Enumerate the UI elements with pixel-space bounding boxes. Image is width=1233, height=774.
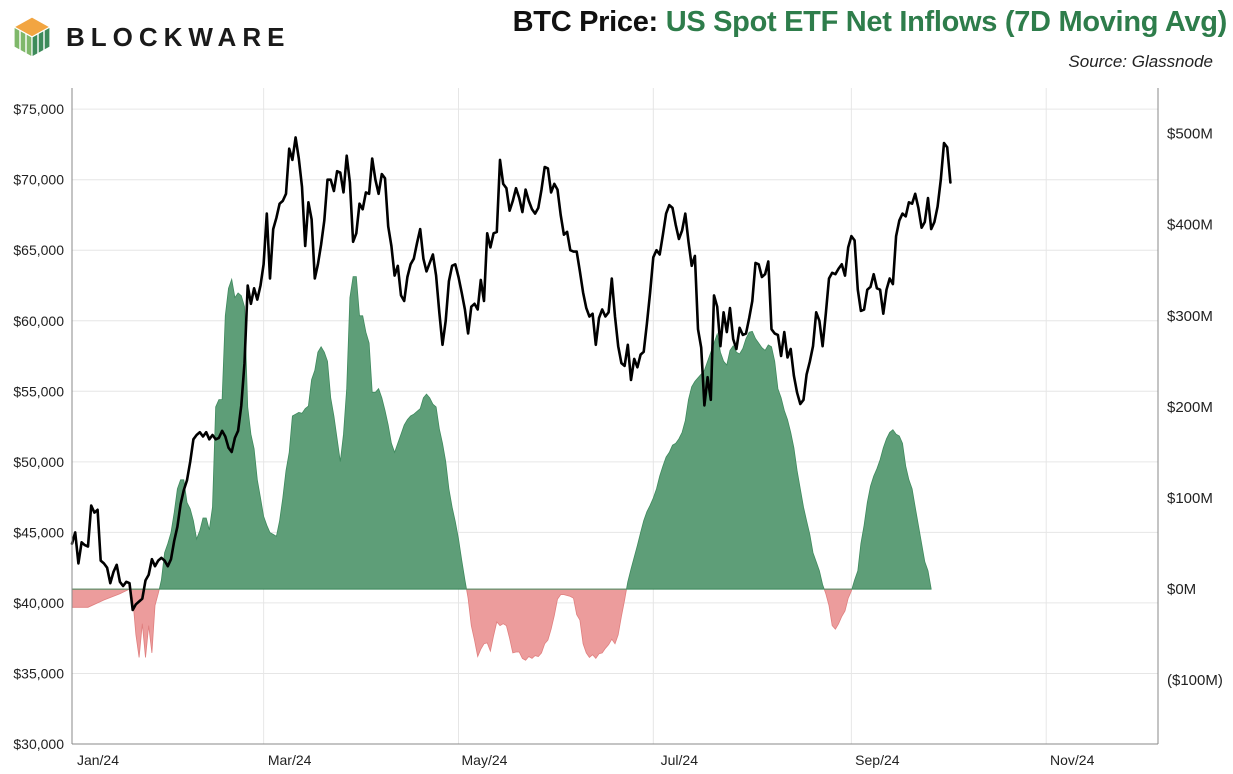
x-tick-label: Jul/24 <box>661 752 699 768</box>
inflow-area-negative <box>128 588 160 658</box>
x-tick-label: Mar/24 <box>268 752 312 768</box>
y-left-tick-label: $45,000 <box>13 524 64 540</box>
etf-inflow-area <box>71 276 932 661</box>
y-left-tick-label: $50,000 <box>13 454 64 470</box>
y-left-tick-label: $35,000 <box>13 665 64 681</box>
tick-labels: $30,000 $35,000 $40,000 $45,000 $50,000 $55,0… <box>13 101 1222 768</box>
chart-source: Source: Glassnode <box>1068 52 1213 71</box>
axes <box>71 88 1159 745</box>
chart-title: BTC Price: US Spot ETF Net Inflows (7D M… <box>512 6 1228 39</box>
y-right-tick-label: $100M <box>1167 490 1213 507</box>
inflow-area-negative <box>466 588 627 661</box>
y-left-tick-label: $70,000 <box>13 172 64 188</box>
y-left-tick-label: $30,000 <box>13 736 64 752</box>
inflow-area-positive <box>626 330 825 590</box>
btc-price-line <box>70 136 952 612</box>
y-right-tick-label: $200M <box>1167 399 1213 416</box>
y-left-tick-label: $75,000 <box>13 101 64 117</box>
x-tick-label: Nov/24 <box>1050 752 1095 768</box>
y-left-tick-label: $55,000 <box>13 383 64 399</box>
y-left-tick-label: $65,000 <box>13 242 64 258</box>
y-left-tick-label: $60,000 <box>13 313 64 329</box>
x-tick-label: Sep/24 <box>855 752 900 768</box>
chart-title-highlight: US Spot ETF Net Inflows (7D Moving Avg) <box>665 6 1228 38</box>
x-tick-label: May/24 <box>462 752 508 768</box>
y-right-tick-label: ($100M) <box>1167 672 1223 689</box>
btc-price-line-group <box>70 136 952 612</box>
blockware-cube-icon <box>12 16 52 59</box>
inflow-area-negative <box>823 588 853 630</box>
inflow-area-positive <box>158 276 467 590</box>
y-right-tick-label: $400M <box>1167 217 1213 234</box>
y-right-tick-label: $0M <box>1167 581 1196 598</box>
brand-logo: BLOCKWARE <box>12 14 290 60</box>
x-tick-label: Jan/24 <box>77 752 119 768</box>
y-right-tick-label: $500M <box>1167 126 1213 143</box>
brand-name: BLOCKWARE <box>66 21 291 52</box>
y-left-tick-label: $40,000 <box>13 595 64 611</box>
inflow-area-positive <box>851 429 932 590</box>
inflow-area-negative <box>71 588 130 608</box>
y-right-tick-label: $300M <box>1167 308 1213 325</box>
chart-title-prefix: BTC Price: <box>512 6 659 38</box>
